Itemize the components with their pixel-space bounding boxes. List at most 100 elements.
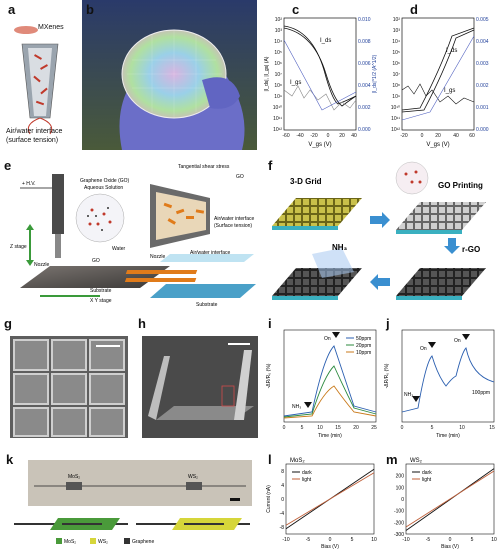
- e-air-water: Air/water interface: [190, 250, 231, 256]
- c-yticks-right: 0.010 0.008 0.006 0.004 0.002 0.000: [358, 17, 371, 133]
- svg-text:10⁴: 10⁴: [274, 39, 282, 45]
- m-xtick: 5: [471, 537, 474, 543]
- d-label-ids: I_ds: [446, 48, 457, 54]
- j-xticks: 0 5 10 15: [401, 425, 495, 431]
- f-grid-rgo: [396, 268, 486, 296]
- e-go: GO: [92, 258, 100, 264]
- c-label-igs: I_gs: [290, 80, 301, 86]
- svg-text:40: 40: [453, 133, 459, 139]
- m-xtick: 10: [491, 537, 497, 543]
- m-legend-light: light: [422, 477, 432, 483]
- svg-text:20ppm: 20ppm: [356, 343, 371, 349]
- panel-label-g: g: [4, 316, 12, 331]
- svg-text:0: 0: [327, 133, 330, 139]
- c-ytick: 10²: [275, 17, 283, 23]
- m-xtick: 0: [449, 537, 452, 543]
- i-series-10ppm: [283, 385, 377, 419]
- d-igs-curve: [401, 83, 475, 105]
- m-title: WS₂: [410, 458, 423, 464]
- svg-text:0: 0: [421, 133, 424, 139]
- l-legend-dark: dark: [302, 470, 312, 476]
- svg-text:25: 25: [371, 425, 377, 431]
- i-xticks: 0 5 10 15 20 25: [283, 425, 377, 431]
- svg-text:10⁶: 10⁶: [274, 61, 282, 67]
- e-substrate-label: Substrate: [90, 288, 112, 294]
- panel-label-m: m: [386, 452, 398, 467]
- panel-label-a: a: [8, 2, 16, 17]
- c-ylabel-left: |I_ds|, |I_gs| (A): [264, 56, 270, 91]
- svg-text:WS₂: WS₂: [98, 539, 108, 545]
- svg-text:60: 60: [469, 133, 475, 139]
- l-ytick: 0: [281, 497, 284, 503]
- j-off: NH₃: [404, 392, 413, 398]
- ehd-printing-illustration: + H.V. Z stage Nozzle Graphene Oxide (GO…: [10, 164, 256, 308]
- svg-text:10¹¹: 10¹¹: [273, 116, 282, 122]
- panel-label-e: e: [4, 158, 12, 173]
- e-water: Water: [112, 246, 125, 252]
- svg-text:0.004: 0.004: [476, 39, 489, 45]
- f-arrow-left: [370, 274, 390, 290]
- l-series-light: [285, 472, 375, 526]
- c-xlabel: V_gs (V): [308, 142, 331, 148]
- m-xtick: -5: [426, 537, 431, 543]
- i-legend: 50ppm 20ppm 10ppm: [346, 336, 371, 356]
- i-ylabel: -ΔR/R₀ (%): [266, 363, 272, 388]
- svg-text:10¹¹: 10¹¹: [391, 116, 400, 122]
- d-label-igs: I_gs: [444, 88, 455, 94]
- svg-text:10⁸: 10⁸: [274, 83, 282, 89]
- svg-text:10⁷: 10⁷: [275, 72, 283, 78]
- f-grid: 3-D Grid: [290, 177, 322, 186]
- e-xystage: X Y stage: [90, 298, 112, 304]
- svg-text:0.006: 0.006: [358, 61, 371, 67]
- svg-text:10¹²: 10¹²: [391, 127, 400, 133]
- svg-text:10: 10: [459, 425, 465, 431]
- i-on: On: [324, 336, 331, 342]
- m-legend-dark: dark: [422, 470, 432, 476]
- svg-text:10⁶: 10⁶: [392, 61, 400, 67]
- l-xtick: -5: [306, 537, 311, 543]
- svg-text:0: 0: [401, 425, 404, 431]
- e-solution-1: Graphene Oxide (GO): [80, 178, 130, 184]
- svg-text:Graphene: Graphene: [132, 539, 154, 545]
- m-ytick: -100: [394, 509, 404, 515]
- panel-g: g: [0, 316, 132, 446]
- svg-text:10ppm: 10ppm: [356, 350, 371, 356]
- panel-label-j: j: [386, 316, 390, 331]
- f-arrow-down: [444, 238, 460, 254]
- c-ylabel-right: |I_ds|^1/2 (A^1/2): [372, 54, 378, 93]
- transfer-curve-d: 10² 10³ 10⁴ 10⁵ 10⁶ 10⁷ 10⁸ 10⁹ 10¹⁰ 10¹…: [391, 17, 489, 148]
- c-xticks: -60 -40 -20 0 20 40: [282, 133, 357, 139]
- mxene-label: MXenes: [38, 24, 64, 31]
- mxene-nozzle-illustration: [14, 26, 59, 135]
- panel-i: i -ΔR/R₀ (%) 0 5 10 15 20 25 Time (min) …: [262, 316, 380, 446]
- c-yticks-left: 10² 10³ 10⁴ 10⁵ 10⁶ 10⁷ 10⁸ 10⁹ 10¹⁰ 10¹…: [273, 17, 283, 133]
- l-xtick: 5: [351, 537, 354, 543]
- i-series-20ppm: [283, 365, 377, 418]
- l-legend-light: light: [302, 477, 312, 483]
- panel-label-f: f: [268, 158, 273, 173]
- svg-text:50ppm: 50ppm: [356, 336, 371, 342]
- svg-text:10: 10: [317, 425, 323, 431]
- l-ytick: 4: [281, 483, 284, 489]
- c-igs-curve: [283, 85, 357, 111]
- svg-text:10¹⁰: 10¹⁰: [273, 105, 282, 111]
- d-xlabel: V_gs (V): [426, 142, 449, 148]
- interface-caption-1: Air/water interface: [6, 128, 63, 135]
- panel-l: l MoS₂ Current (nA) Bias (V) dark light …: [262, 452, 380, 550]
- svg-text:20: 20: [435, 133, 441, 139]
- svg-text:-40: -40: [296, 133, 303, 139]
- svg-text:0.002: 0.002: [476, 83, 489, 89]
- i-xlabel: Time (min): [318, 433, 342, 439]
- panel-b: b: [82, 0, 257, 150]
- panel-a: a MXenes Air/water interface (surface te…: [0, 0, 80, 150]
- e-substrate: [20, 266, 170, 288]
- sem-grid-image: [10, 336, 128, 438]
- iv-chart-mos2: MoS₂ Current (nA) Bias (V) dark light -1…: [266, 458, 377, 550]
- svg-text:0: 0: [283, 425, 286, 431]
- j-on2: On: [454, 338, 461, 344]
- grid-printing-schematic: 3-D Grid GO Printing r-GO NH₃: [272, 161, 486, 300]
- svg-text:0.002: 0.002: [358, 105, 371, 111]
- svg-text:40: 40: [351, 133, 357, 139]
- f-nh3: NH₃: [332, 243, 348, 252]
- d-xticks: -20 0 20 40 60: [400, 133, 475, 139]
